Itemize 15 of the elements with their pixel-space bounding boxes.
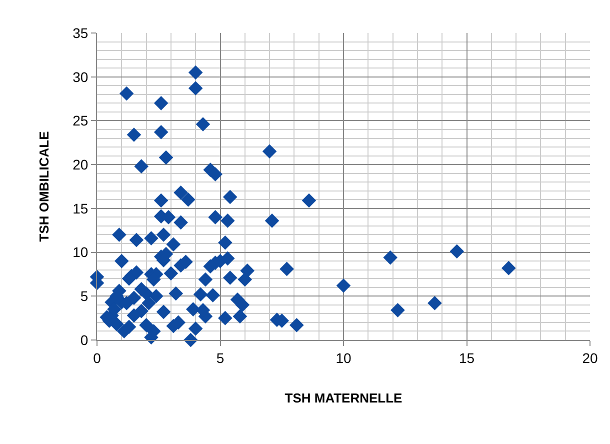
x-tick-label: 10 [336,350,352,366]
y-axis-title: TSH OMBILICALE [36,130,52,242]
y-tick-label: 25 [72,112,88,129]
x-tick-label: 15 [458,350,475,366]
y-tick-label: 5 [80,288,88,304]
x-tick-label: 0 [93,350,102,366]
y-tick-label: 30 [72,68,88,85]
x-tick-label: 20 [582,350,598,366]
y-tick-label: 15 [72,200,88,216]
y-tick-label: 35 [72,24,88,41]
y-tick-label: 20 [72,156,88,172]
x-axis-title: TSH MATERNELLE [284,390,403,406]
x-tick-label: 5 [216,350,224,366]
y-tick-label: 10 [72,244,88,260]
y-tick-label: 0 [80,332,88,348]
